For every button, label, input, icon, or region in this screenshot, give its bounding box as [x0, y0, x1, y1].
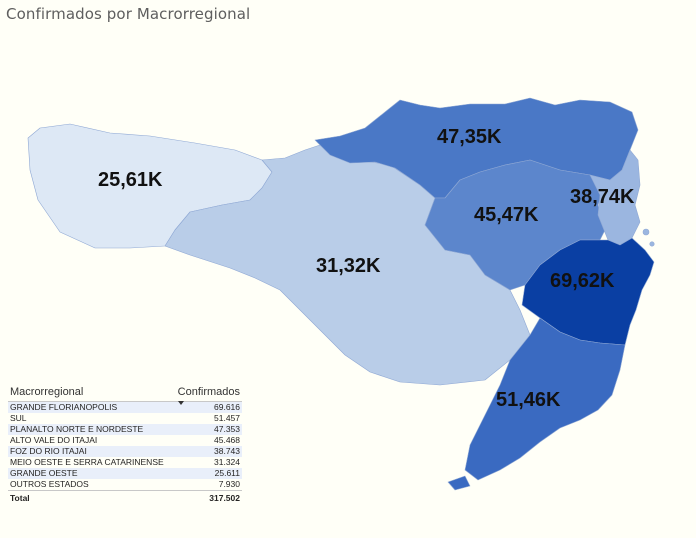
cell-value: 38.743 [214, 446, 240, 456]
lagoon-marker [447, 475, 471, 491]
column-header-macrorregional[interactable]: Macrorregional [10, 386, 84, 398]
label-grande-florianopolis: 69,62K [550, 270, 615, 292]
table-total-row: Total 317.502 [8, 490, 242, 503]
table-row[interactable]: GRANDE OESTE 25.611 [8, 468, 242, 479]
islet-marker [649, 241, 655, 247]
total-label: Total [10, 493, 30, 503]
total-value: 317.502 [209, 493, 240, 503]
table-row[interactable]: ALTO VALE DO ITAJAI 45.468 [8, 435, 242, 446]
sort-descending-icon [177, 401, 184, 405]
column-header-confirmados-label: Confirmados [177, 386, 240, 398]
cell-value: 31.324 [214, 457, 240, 467]
visual-title: Confirmados por Macrorregional [6, 5, 251, 23]
cell-value: 45.468 [214, 435, 240, 445]
label-foz-itajai: 38,74K [570, 186, 635, 208]
cell-region: ALTO VALE DO ITAJAI [10, 435, 98, 445]
table-row[interactable]: GRANDE FLORIANOPOLIS 69.616 [8, 402, 242, 413]
cell-region: PLANALTO NORTE E NORDESTE [10, 424, 144, 434]
label-grande-oeste: 25,61K [98, 169, 163, 191]
table-row[interactable]: PLANALTO NORTE E NORDESTE 47.353 [8, 424, 242, 435]
label-planalto-norte: 47,35K [437, 126, 502, 148]
table-row[interactable]: MEIO OESTE E SERRA CATARINENSE 31.324 [8, 457, 242, 468]
data-table: Macrorregional Confirmados GRANDE FLORIA… [8, 386, 242, 503]
table-row[interactable]: SUL 51.457 [8, 413, 242, 424]
column-header-confirmados[interactable]: Confirmados [177, 386, 240, 405]
table-row[interactable]: FOZ DO RIO ITAJAI 38.743 [8, 446, 242, 457]
table-body: GRANDE FLORIANOPOLIS 69.616 SUL 51.457 P… [8, 402, 242, 490]
cell-value: 47.353 [214, 424, 240, 434]
table-header: Macrorregional Confirmados [8, 386, 242, 405]
cell-region: SUL [10, 413, 27, 423]
cell-region: OUTROS ESTADOS [10, 479, 89, 489]
cell-value: 7.930 [218, 479, 240, 489]
region-alto-vale[interactable] [424, 159, 606, 291]
region-sul[interactable] [464, 317, 626, 481]
cell-value: 25.611 [214, 468, 240, 478]
cell-region: FOZ DO RIO ITAJAI [10, 446, 87, 456]
cell-value: 51.457 [214, 413, 240, 423]
label-meio-oeste: 31,32K [316, 255, 381, 277]
label-alto-vale: 45,47K [474, 204, 539, 226]
label-sul: 51,46K [496, 389, 561, 411]
table-row[interactable]: OUTROS ESTADOS 7.930 [8, 479, 242, 490]
cell-region: GRANDE OESTE [10, 468, 78, 478]
region-foz-itajai[interactable] [589, 149, 641, 246]
islet-marker [642, 228, 650, 236]
cell-region: MEIO OESTE E SERRA CATARINENSE [10, 457, 164, 467]
cell-region: GRANDE FLORIANOPOLIS [10, 402, 118, 412]
cell-value: 69.616 [214, 402, 240, 412]
